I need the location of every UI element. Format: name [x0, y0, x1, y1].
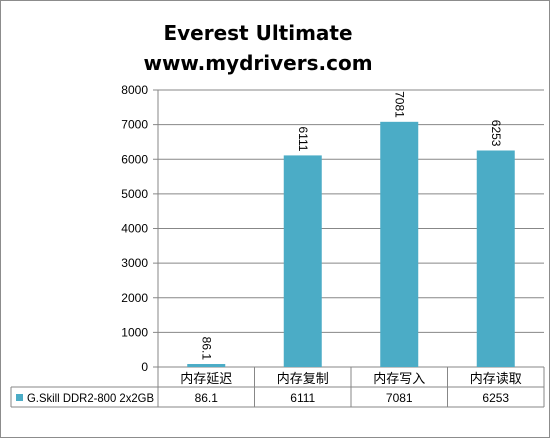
bar	[283, 155, 322, 367]
category-label: 内存复制	[277, 371, 329, 387]
y-tick-label: 6000	[121, 152, 148, 166]
y-tick-label: 1000	[121, 325, 148, 339]
bar	[476, 150, 515, 367]
chart-title-line-1: Everest Ultimate	[163, 21, 353, 45]
y-tick-label: 7000	[121, 118, 148, 132]
data-table-value: 7081	[386, 391, 413, 405]
chart-title-line-2: www.mydrivers.com	[143, 51, 373, 75]
bar-value-label: 7081	[392, 91, 406, 118]
bar-value-label: 6253	[489, 120, 503, 147]
y-tick-label: 5000	[121, 187, 148, 201]
bar	[187, 364, 226, 367]
category-label: 内存读取	[470, 371, 522, 387]
category-label: 内存写入	[373, 371, 425, 387]
y-tick-label: 4000	[121, 222, 148, 236]
y-tick-label: 8000	[121, 83, 148, 97]
data-table-value: 6111	[290, 391, 315, 405]
bar	[380, 121, 419, 367]
legend-key	[16, 394, 23, 401]
y-tick-label: 0	[141, 360, 148, 374]
y-tick-label: 2000	[121, 291, 148, 305]
y-tick-label: 3000	[121, 256, 148, 270]
legend-series-name: G.Skill DDR2-800 2x2GB	[27, 391, 154, 405]
data-table-value: 86.1	[195, 391, 219, 405]
bar-value-label: 86.1	[199, 337, 213, 361]
data-table-value: 6253	[482, 391, 509, 405]
category-label: 内存延迟	[180, 371, 232, 387]
bar-value-label: 6111	[296, 126, 310, 151]
